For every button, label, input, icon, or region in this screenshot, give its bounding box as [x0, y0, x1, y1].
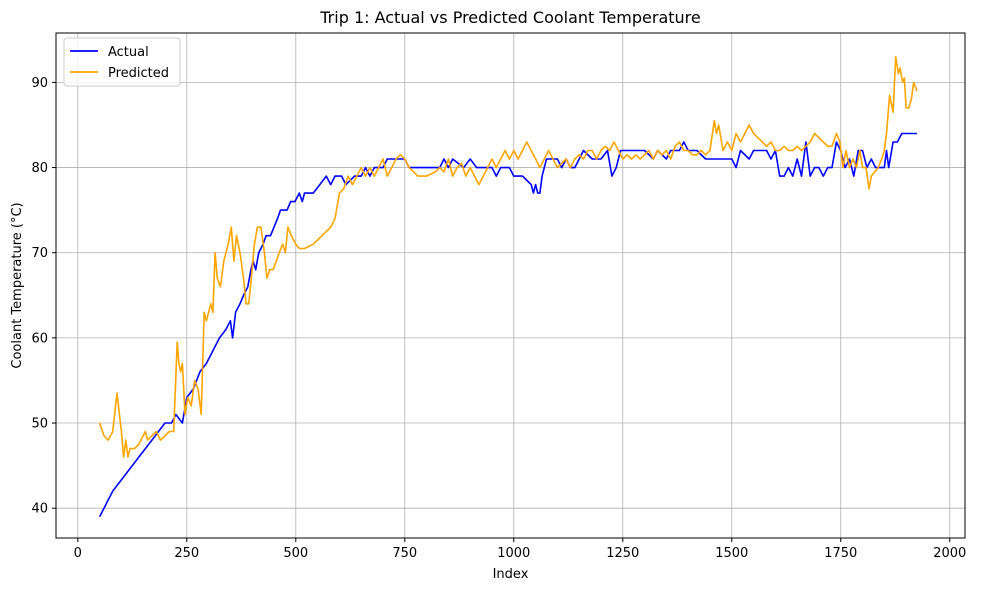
- y-axis: 40 50 60 70 80 90: [31, 76, 56, 517]
- x-tick-label: 750: [392, 546, 417, 561]
- chart-title: Trip 1: Actual vs Predicted Coolant Temp…: [319, 8, 701, 27]
- x-tick-label: 1500: [715, 546, 748, 561]
- legend-label-actual: Actual: [108, 45, 149, 60]
- series-line-predicted: [98, 56, 918, 458]
- x-tick-label: 1750: [824, 546, 857, 561]
- x-tick-label: 1000: [497, 546, 530, 561]
- plot-frame: [55, 32, 966, 539]
- y-tick-label: 60: [31, 331, 48, 346]
- x-axis-label: Index: [493, 567, 529, 582]
- y-tick-label: 80: [31, 161, 48, 176]
- series-line-actual: [98, 132, 917, 518]
- y-axis-label: Coolant Temperature (°C): [10, 202, 25, 368]
- series-group: [98, 56, 918, 518]
- grid: [56, 33, 965, 538]
- y-tick-label: 70: [31, 246, 48, 261]
- y-tick-label: 90: [31, 76, 48, 91]
- x-tick-label: 250: [174, 546, 199, 561]
- y-tick-label: 40: [31, 502, 48, 517]
- x-axis: 0 250 500 750 1000 1250 1500 1750 2000: [74, 538, 966, 561]
- x-tick-label: 1250: [606, 546, 639, 561]
- x-tick-label: 0: [74, 546, 82, 561]
- y-tick-label: 50: [31, 417, 48, 432]
- legend-label-predicted: Predicted: [108, 66, 169, 81]
- legend-box: [63, 37, 181, 87]
- x-tick-label: 2000: [933, 546, 966, 561]
- plot-area: [98, 56, 918, 518]
- x-tick-label: 500: [283, 546, 308, 561]
- legend: Actual Predicted: [63, 37, 181, 87]
